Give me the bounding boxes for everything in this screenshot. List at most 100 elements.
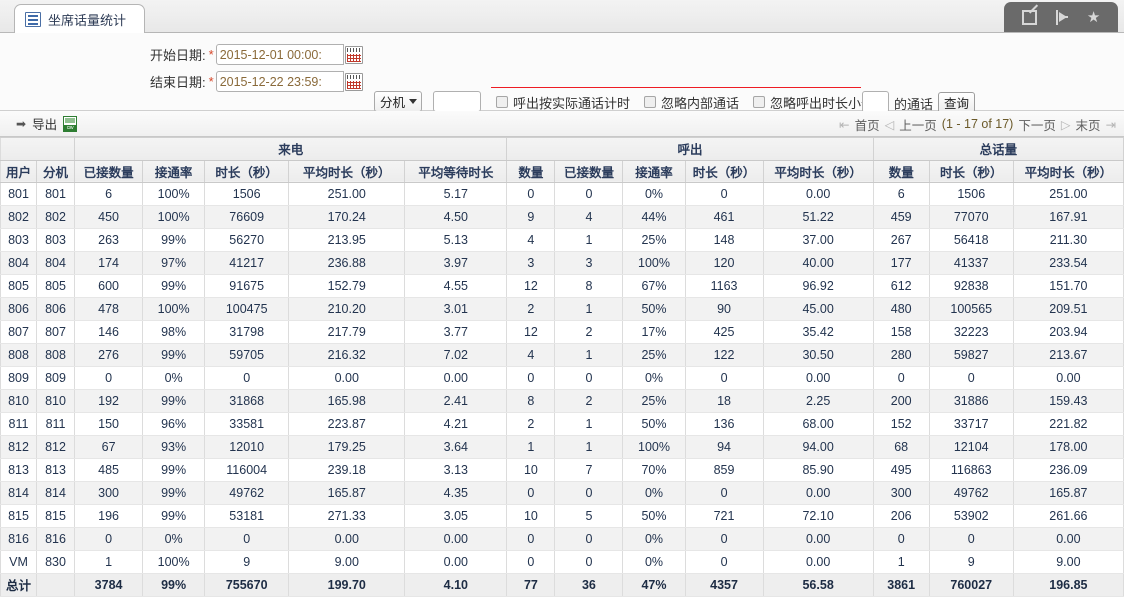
- table-cell: 801: [0, 182, 38, 206]
- table-row[interactable]: 805 805 600 99% 91675 152.79 4.55 12 8 67% 1163 96.…: [0, 274, 1124, 298]
- checkbox-box[interactable]: [753, 96, 766, 108]
- table-row[interactable]: 813 813 485 99% 116004 239.18 3.13 10 7 70% 859 85.…: [0, 458, 1124, 482]
- column-header-out-count[interactable]: 数量: [506, 160, 556, 183]
- column-header-out-avg-duration[interactable]: 平均时长（秒）: [763, 160, 874, 183]
- query-button[interactable]: 查询: [938, 92, 976, 113]
- next-page-link[interactable]: 下一页: [1018, 118, 1056, 133]
- table-row[interactable]: VM 830 1 100% 9 9.00 0.00 0 0 0% 0 0.00 1 9 9.00: [0, 550, 1124, 574]
- table-row[interactable]: 804 804 174 97% 41217 236.88 3.97 3 3 100% 120 40.0…: [0, 251, 1124, 275]
- table-cell: 165.87: [1013, 481, 1124, 505]
- last-page-link[interactable]: 末页: [1075, 118, 1101, 133]
- table-row[interactable]: 810 810 192 99% 31868 165.98 2.41 8 2 25% 18 2.25 20…: [0, 389, 1124, 413]
- table-cell: 211.30: [1013, 228, 1124, 252]
- column-header-extension[interactable]: 分机: [36, 160, 76, 183]
- column-header-user[interactable]: 用户: [0, 160, 38, 183]
- start-date-calendar-icon[interactable]: [344, 45, 363, 64]
- column-header-total-count[interactable]: 数量: [873, 160, 930, 183]
- column-header-in-answer-rate[interactable]: 接通率: [142, 160, 206, 183]
- table-cell: 0.00: [404, 527, 508, 551]
- checkbox-ignore-short-outbound[interactable]: 忽略呼出时长小于: [753, 93, 874, 112]
- end-date-label: 结束日期:: [150, 75, 206, 90]
- table-cell: 0: [873, 366, 930, 390]
- table-cell: 120: [685, 251, 764, 275]
- table-cell: 0%: [622, 527, 686, 551]
- min-duration-input[interactable]: [862, 91, 889, 113]
- csv-file-icon[interactable]: [63, 115, 78, 132]
- favorite-star-icon[interactable]: ★: [1086, 8, 1101, 26]
- table-total-cell: 4.10: [404, 572, 508, 597]
- scope-select[interactable]: 分机: [374, 91, 422, 112]
- column-header-total-avg-duration[interactable]: 平均时长（秒）: [1013, 160, 1124, 183]
- table-cell: 0.00: [404, 550, 508, 574]
- column-header-out-duration[interactable]: 时长（秒）: [685, 160, 764, 183]
- checkbox-box[interactable]: [496, 96, 508, 108]
- tab-agent-call-volume[interactable]: 坐席话量统计: [14, 4, 146, 34]
- column-header-in-avg-duration[interactable]: 平均时长（秒）: [288, 160, 406, 183]
- checkbox-actual-talk-time[interactable]: 呼出按实际通话计时: [496, 93, 630, 112]
- table-row[interactable]: 809 809 0 0% 0 0.00 0.00 0 0 0% 0 0.00 0 0 0.00: [0, 366, 1124, 390]
- table-cell: 5: [554, 504, 624, 528]
- prev-page-link[interactable]: 上一页: [899, 118, 937, 133]
- table-row[interactable]: 802 802 450 100% 76609 170.24 4.50 9 4 44% 461 51.2…: [0, 205, 1124, 229]
- table-cell: 206: [873, 504, 930, 528]
- table-cell: 100%: [622, 435, 686, 459]
- table-cell: 41217: [204, 251, 290, 275]
- table-row[interactable]: 801 801 6 100% 1506 251.00 5.17 0 0 0% 0 0.00 6 1506 2…: [0, 182, 1124, 206]
- checkbox-box[interactable]: [644, 96, 657, 108]
- end-date-calendar-icon[interactable]: [344, 72, 363, 91]
- report-table-container[interactable]: 来电 呼出 总话量 用户 分机 已接数量 接通率 时长（秒） 平均时长（秒） 平…: [0, 137, 1124, 603]
- column-header-in-avg-wait[interactable]: 平均等待时长: [404, 160, 508, 183]
- table-cell: 25%: [622, 343, 686, 367]
- table-cell: 0%: [142, 527, 206, 551]
- table-cell: 807: [0, 320, 38, 344]
- table-cell: 178.00: [1013, 435, 1124, 459]
- table-row[interactable]: 803 803 263 99% 56270 213.95 5.13 4 1 25% 148 37.00…: [0, 228, 1124, 252]
- collapse-panel-icon[interactable]: [1055, 9, 1068, 25]
- table-cell: 0: [685, 182, 764, 206]
- start-date-input[interactable]: [215, 44, 344, 65]
- table-row[interactable]: 807 807 146 98% 31798 217.79 3.77 12 2 17% 425 35.4…: [0, 320, 1124, 344]
- first-page-link[interactable]: 首页: [854, 118, 880, 133]
- table-cell: 3.01: [404, 297, 508, 321]
- edit-icon[interactable]: [1021, 9, 1037, 25]
- group-header-inbound: 来电: [74, 138, 508, 161]
- table-cell: 450: [74, 205, 144, 229]
- export-group[interactable]: ➡ 导出: [16, 114, 78, 133]
- table-cell: 70%: [622, 458, 686, 482]
- checkbox-ignore-internal-calls[interactable]: 忽略内部通话: [644, 93, 739, 112]
- end-date-input[interactable]: [215, 71, 344, 92]
- table-cell: 0: [685, 481, 764, 505]
- table-cell: 1: [506, 435, 556, 459]
- column-header-in-answered[interactable]: 已接数量: [74, 160, 144, 183]
- column-header-out-answer-rate[interactable]: 接通率: [622, 160, 686, 183]
- table-cell: 1: [554, 412, 624, 436]
- table-cell: 0: [554, 182, 624, 206]
- table-row[interactable]: 812 812 67 93% 12010 179.25 3.64 1 1 100% 94 94.00 6…: [0, 435, 1124, 459]
- table-row[interactable]: 808 808 276 99% 59705 216.32 7.02 4 1 25% 122 30.50…: [0, 343, 1124, 367]
- table-cell: 165.98: [288, 389, 406, 413]
- table-row[interactable]: 814 814 300 99% 49762 165.87 4.35 0 0 0% 0 0.00 300 4…: [0, 481, 1124, 505]
- scope-value-input[interactable]: [433, 91, 481, 112]
- table-cell: 816: [36, 527, 76, 551]
- table-row[interactable]: 806 806 478 100% 100475 210.20 3.01 2 1 50% 90 45.0…: [0, 297, 1124, 321]
- page-range: (1 - 17 of 17): [941, 117, 1014, 131]
- column-header-out-answered[interactable]: 已接数量: [554, 160, 624, 183]
- table-cell: 0: [929, 527, 1014, 551]
- table-row[interactable]: 816 816 0 0% 0 0.00 0.00 0 0 0% 0 0.00 0 0 0.00: [0, 527, 1124, 551]
- table-row[interactable]: 815 815 196 99% 53181 271.33 3.05 10 5 50% 721 72.1…: [0, 504, 1124, 528]
- table-total-row: 总计 3784 99% 755670 199.70 4.10 77 36 47% 4357 56.5…: [0, 572, 1124, 597]
- group-header-total: 总话量: [873, 138, 1124, 161]
- column-header-total-duration[interactable]: 时长（秒）: [929, 160, 1014, 183]
- table-cell: 600: [74, 274, 144, 298]
- table-cell: 33581: [204, 412, 290, 436]
- table-cell: 152: [873, 412, 930, 436]
- table-cell: 151.70: [1013, 274, 1124, 298]
- table-cell: 209.51: [1013, 297, 1124, 321]
- column-header-in-duration[interactable]: 时长（秒）: [204, 160, 290, 183]
- table-cell: 152.79: [288, 274, 406, 298]
- table-cell: 0%: [622, 481, 686, 505]
- table-row[interactable]: 811 811 150 96% 33581 223.87 4.21 2 1 50% 136 68.00…: [0, 412, 1124, 436]
- table-total-cell: 56.58: [763, 572, 874, 597]
- table-cell: 280: [873, 343, 930, 367]
